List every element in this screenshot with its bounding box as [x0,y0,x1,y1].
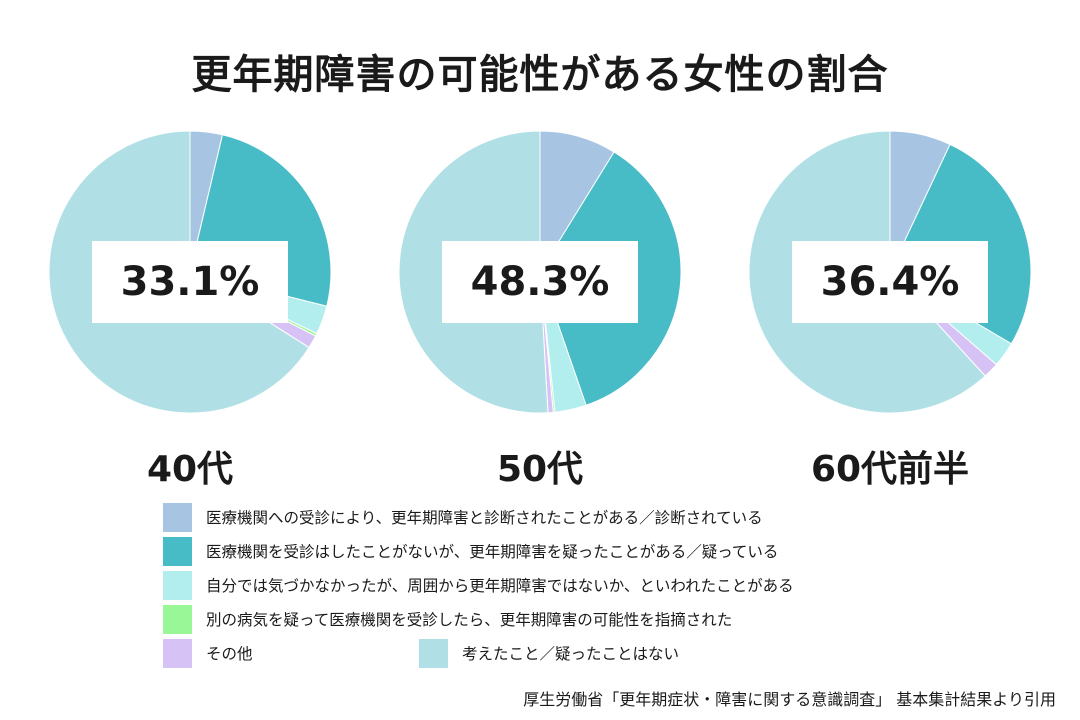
legend-swatch [419,638,448,668]
legend-item-found-other-illness: 別の病気を疑って医療機関を受診したら、更年期障害の可能性を指摘された [163,604,732,634]
legend-label: 自分では気づかなかったが、周囲から更年期障害ではないか、といわれたことがある [206,577,794,595]
legend-label: 医療機関を受診はしたことがないが、更年期障害を疑ったことがある／疑っている [206,543,779,561]
legend-item-suspected: 医療機関を受診はしたことがないが、更年期障害を疑ったことがある／疑っている [163,536,778,566]
legend-swatch [163,570,192,600]
age-label-40s: 40代 [146,449,234,490]
legend-item-told-by-others: 自分では気づかなかったが、周囲から更年期障害ではないか、といわれたことがある [163,570,794,600]
legend-swatch [163,536,192,566]
chart-title: 更年期障害の可能性がある女性の割合 [191,52,889,98]
legend-label: 考えたこと／疑ったことはない [462,645,680,663]
highlight-percent-40s: 33.1% [92,241,288,323]
pie-charts-area: 33.1% 48.3% 36.4% [0,130,1080,430]
legend-item-other: その他 [163,638,253,668]
highlight-percent-60s: 36.4% [792,241,988,323]
legend-swatch [163,502,192,532]
legend-item-diagnosed: 医療機関への受診により、更年期障害と診断されたことがある／診断されている [163,502,763,532]
source-citation: 厚生労働省「更年期症状・障害に関する意識調査」 基本集計結果より引用 [523,690,1056,709]
legend-swatch [163,604,192,634]
legend-item-never: 考えたこと／疑ったことはない [419,638,679,668]
legend-label: その他 [206,645,253,663]
age-label-50s: 50代 [496,449,584,490]
legend-swatch [163,638,192,668]
age-label-60s: 60代前半 [810,449,970,490]
legend-label: 医療機関への受診により、更年期障害と診断されたことがある／診断されている [206,509,763,527]
highlight-percent-50s: 48.3% [442,241,638,323]
legend-label: 別の病気を疑って医療機関を受診したら、更年期障害の可能性を指摘された [206,611,733,629]
